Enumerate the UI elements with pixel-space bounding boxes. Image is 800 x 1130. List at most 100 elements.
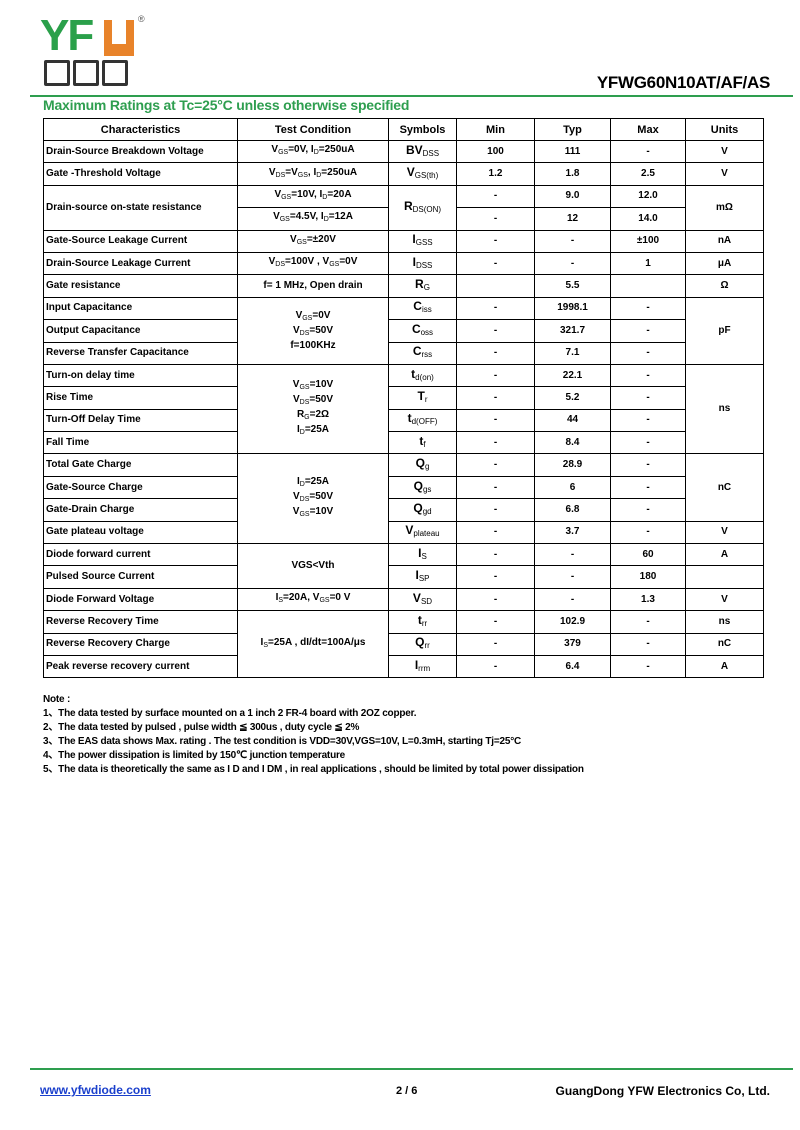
table-row: Gate-Drain Charge Qgd -6.8- bbox=[43, 498, 764, 522]
min-value-cell: - bbox=[456, 386, 535, 410]
test-condition-cell: IS=25A , dI/dt=100A/μs bbox=[237, 610, 389, 679]
characteristic-cell: Turn-Off Delay Time bbox=[43, 408, 238, 433]
typ-value-cell: 6.8 bbox=[534, 498, 611, 522]
characteristic-cell: Gate-Source Leakage Current bbox=[43, 229, 238, 253]
min-value-cell: - bbox=[456, 363, 535, 388]
symbol-cell: IGSS bbox=[388, 229, 457, 253]
max-value-cell: - bbox=[610, 296, 686, 321]
table-row: Reverse Recovery Charge Qrr -379- nC bbox=[43, 632, 764, 656]
max-value-cell: - bbox=[610, 431, 686, 455]
characteristic-cell: Reverse Transfer Capacitance bbox=[43, 341, 238, 365]
unit-cell: nA bbox=[685, 229, 764, 253]
characteristic-cell: Rise Time bbox=[43, 386, 238, 410]
test-condition-cell: VGS=0V, ID=250uA bbox=[237, 139, 389, 164]
min-value-cell: - bbox=[456, 565, 535, 589]
table-row: Gate resistance f= 1 MHz, Open drain RG 5.5… bbox=[43, 274, 764, 298]
min-value-cell: 100 bbox=[456, 139, 535, 164]
table-row: Gate plateau voltage Vplateau -3.7- V bbox=[43, 520, 764, 545]
max-value-cell: - bbox=[610, 610, 686, 634]
table-row: Diode Forward Voltage IS=20A, VGS=0 V VSD -… bbox=[43, 587, 764, 612]
min-value-cell: - bbox=[456, 498, 535, 522]
table-row: Reverse Recovery Time IS=25A , dI/dt=100A… bbox=[43, 610, 764, 679]
typ-value-cell: 8.4 bbox=[534, 431, 611, 455]
table-row: Output Capacitance Coss -321.7- bbox=[43, 319, 764, 343]
typ-value-cell: - bbox=[534, 543, 611, 567]
typ-value-cell: - bbox=[534, 229, 611, 253]
typ-value-cell: 3.7 bbox=[534, 520, 611, 545]
min-value-cell: - bbox=[456, 453, 535, 477]
test-condition-cell: VGS=±20V bbox=[237, 229, 389, 253]
notes-title: Note : bbox=[43, 694, 71, 705]
table-row: Drain-source on-state resistance VGS=10V,… bbox=[43, 184, 764, 231]
max-value-cell: - bbox=[610, 363, 686, 388]
min-value-cell: - bbox=[456, 229, 535, 253]
unit-cell: mΩ bbox=[685, 184, 764, 231]
symbol-cell: Qgs bbox=[388, 475, 457, 500]
note-item: 5、The data is theoretically the same as … bbox=[43, 764, 584, 775]
min-value-cell: - bbox=[456, 296, 535, 321]
min-value-cell: - bbox=[456, 341, 535, 365]
symbol-cell: RG bbox=[388, 274, 457, 298]
typ-value-cell: 1998.1 bbox=[534, 296, 611, 321]
max-value-cell: - bbox=[610, 632, 686, 656]
characteristic-cell: Drain-source on-state resistance bbox=[43, 184, 238, 231]
unit-cell: V bbox=[685, 587, 764, 612]
unit-cell: A bbox=[685, 654, 764, 679]
typ-value-cell: 102.9 bbox=[534, 610, 611, 634]
symbol-cell: Tr bbox=[388, 386, 457, 410]
characteristic-cell: Drain-Source Leakage Current bbox=[43, 251, 238, 276]
symbol-cell: Vplateau bbox=[388, 520, 457, 545]
min-value-cell: - bbox=[456, 654, 535, 679]
test-condition-cell: f= 1 MHz, Open drain bbox=[237, 274, 389, 298]
column-header-max-value: Max bbox=[610, 118, 686, 141]
typ-value-cell: 111 bbox=[534, 139, 611, 164]
column-header-symbol: Symbols bbox=[388, 118, 457, 141]
table-row: Drain-Source Breakdown Voltage VGS=0V, ID… bbox=[43, 139, 764, 164]
typ-value-cell: 9.0 bbox=[534, 184, 611, 209]
typ-value-cell: - bbox=[534, 587, 611, 612]
typ-value-cell: 6.4 bbox=[534, 654, 611, 679]
characteristic-cell: Input Capacitance bbox=[43, 296, 238, 321]
table-row: Fall Time tf -8.4- bbox=[43, 431, 764, 455]
typ-value-cell: 321.7 bbox=[534, 319, 611, 343]
max-value-cell: 180 bbox=[610, 565, 686, 589]
min-value-cell: - bbox=[456, 520, 535, 545]
test-condition-cell: ID=25A VDS=50V VGS=10V bbox=[237, 453, 389, 545]
page-number: 2 / 6 bbox=[396, 1085, 418, 1097]
characteristic-cell: Reverse Recovery Time bbox=[43, 610, 238, 634]
part-number: YFWG60N10AT/AF/AS bbox=[596, 73, 770, 92]
max-value-cell: 60 bbox=[610, 543, 686, 567]
table-row: Pulsed Source Current ISP - -180 bbox=[43, 565, 764, 589]
max-value-cell: 2.5 bbox=[610, 162, 686, 186]
max-value-cell: - bbox=[610, 341, 686, 365]
table-header-row: Characteristics Test Condition Symbols Min T… bbox=[43, 118, 764, 141]
unit-cell: V bbox=[685, 139, 764, 164]
test-condition-cell: VGS=10V VDS=50V RG=2Ω ID=25A bbox=[237, 363, 389, 455]
unit-cell: V bbox=[685, 162, 764, 186]
website-link[interactable]: www.yfwdiode.com bbox=[40, 1083, 151, 1097]
max-value-cell: 1 bbox=[610, 251, 686, 276]
characteristic-cell: Diode Forward Voltage bbox=[43, 587, 238, 612]
note-item: 2、The data tested by pulsed , pulse widt… bbox=[43, 722, 360, 733]
max-value-cell: - bbox=[610, 475, 686, 500]
table-row: Turn-on delay time VGS=10V VDS=50V RG=2Ω ID=… bbox=[43, 363, 764, 455]
characteristic-cell: Gate-Source Charge bbox=[43, 475, 238, 500]
max-value-cell: 1.3 bbox=[610, 587, 686, 612]
symbol-cell: Crss bbox=[388, 341, 457, 365]
characteristic-cell: Fall Time bbox=[43, 431, 238, 455]
logo-letters: YF bbox=[40, 11, 94, 60]
characteristic-cell: Diode forward current bbox=[43, 543, 238, 567]
max-value-cell bbox=[610, 274, 686, 298]
characteristic-cell: Drain-Source Breakdown Voltage bbox=[43, 139, 238, 164]
symbol-cell: VGS(th) bbox=[388, 162, 457, 186]
max-value-cell: - bbox=[610, 408, 686, 433]
table-row: Drain-Source Leakage Current VDS=100V , V… bbox=[43, 251, 764, 276]
characteristic-cell: Reverse Recovery Charge bbox=[43, 632, 238, 656]
symbol-cell: Irrm bbox=[388, 654, 457, 679]
symbol-cell: td(on) bbox=[388, 363, 457, 388]
unit-cell: nC bbox=[685, 453, 764, 522]
logo-orange-mark bbox=[104, 20, 134, 56]
table-row: Total Gate Charge ID=25A VDS=50V VGS=10V Qg -… bbox=[43, 453, 764, 545]
symbol-cell: trr bbox=[388, 610, 457, 634]
notes: Note : 1、The data tested by surface moun… bbox=[43, 693, 584, 777]
